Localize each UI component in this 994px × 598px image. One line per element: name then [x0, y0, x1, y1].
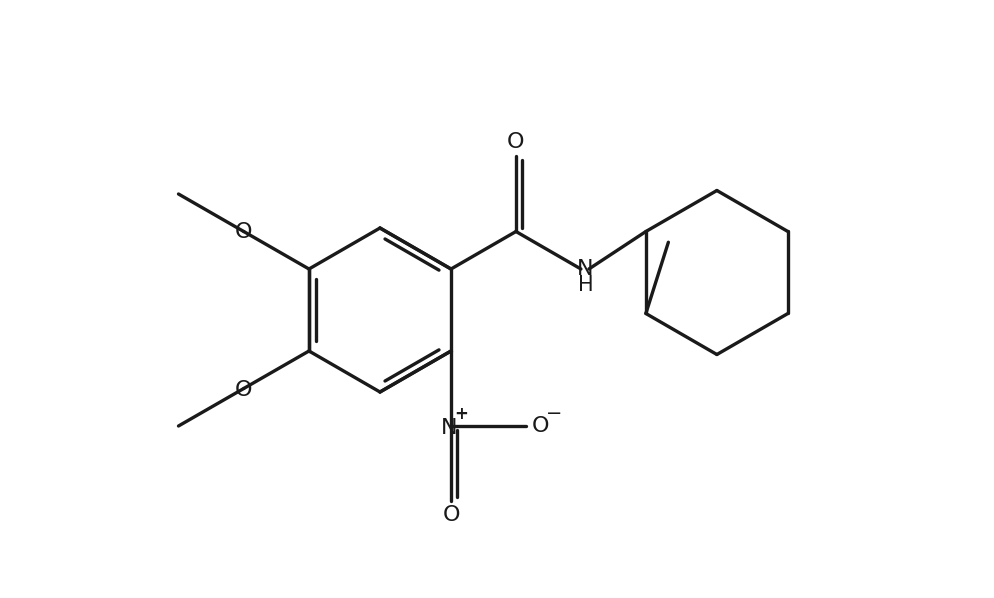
Text: H: H	[579, 275, 593, 295]
Text: +: +	[454, 405, 468, 423]
Text: N: N	[440, 418, 457, 438]
Text: O: O	[235, 222, 252, 243]
Text: O: O	[442, 505, 460, 525]
Text: N: N	[577, 259, 593, 279]
Text: O: O	[507, 133, 525, 152]
Text: O: O	[235, 380, 252, 399]
Text: −: −	[546, 404, 563, 423]
Text: O: O	[531, 416, 549, 436]
